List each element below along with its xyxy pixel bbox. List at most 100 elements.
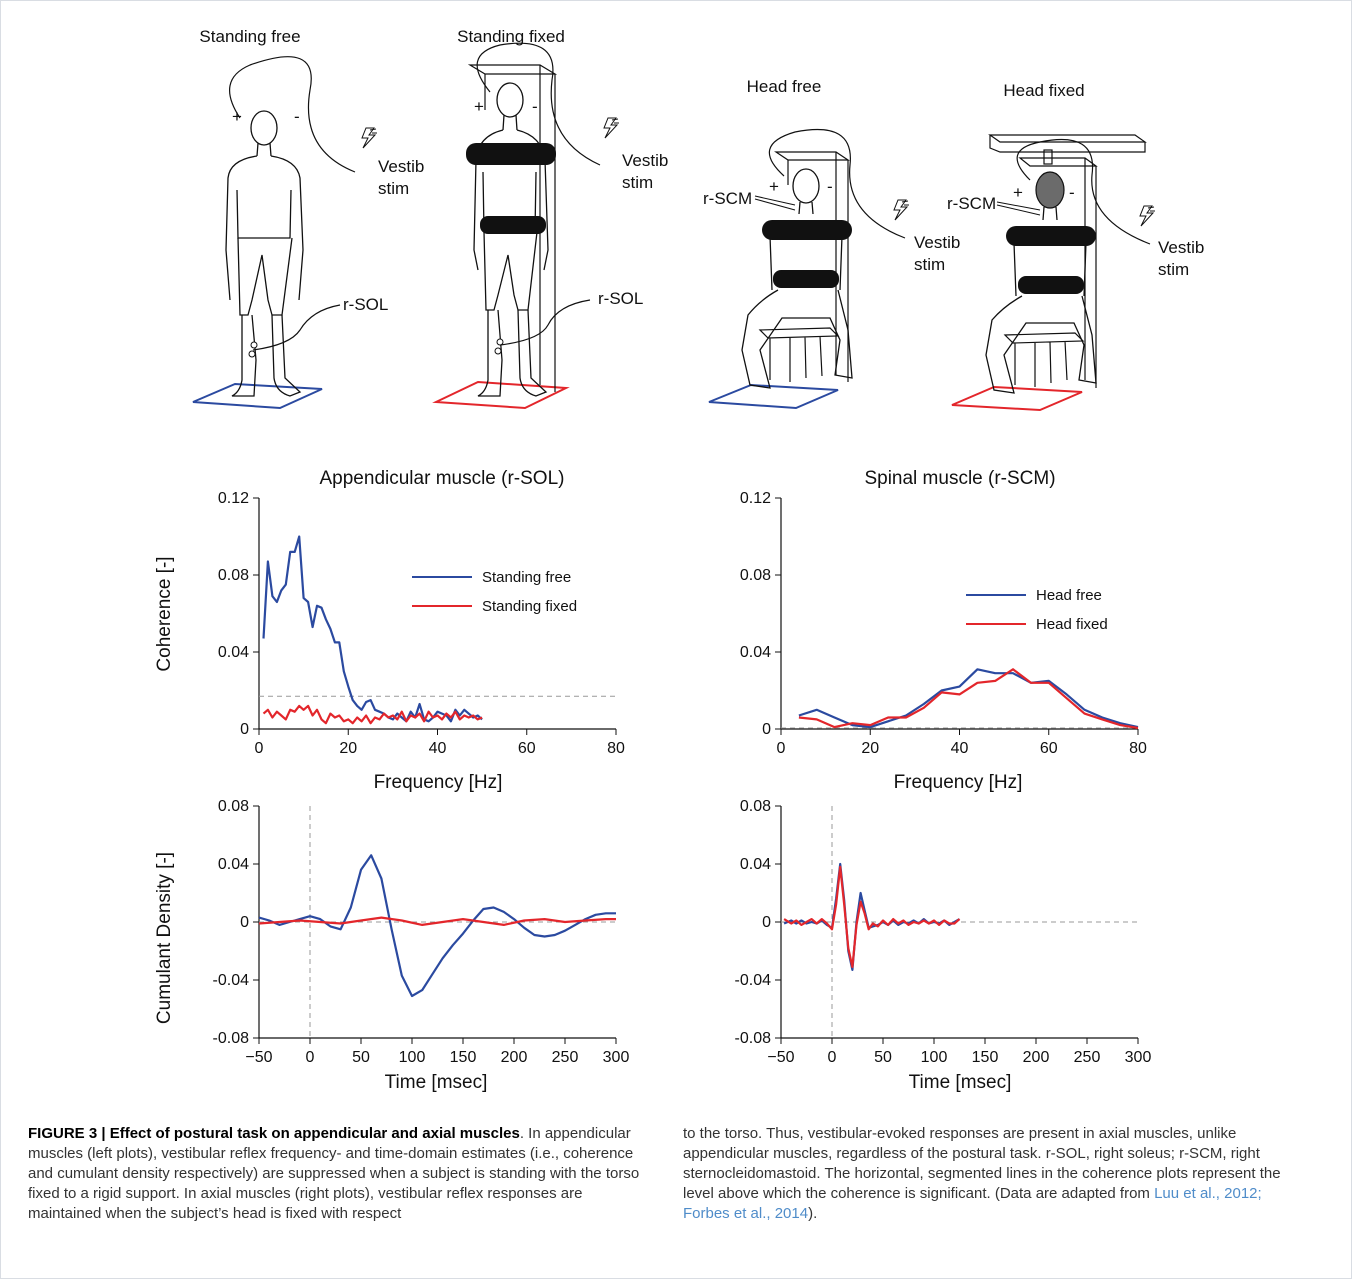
y-tick-label: -0.04 <box>213 972 250 989</box>
vestib-label: Vestib <box>378 157 424 176</box>
y-tick-label: -0.04 <box>735 972 772 989</box>
y-tick-label: 0.04 <box>740 856 771 873</box>
y-tick-label: 0.12 <box>218 490 249 507</box>
panel-standing-free: Standing free + - Vestib stim r-SOL <box>192 27 424 410</box>
caption-right-text: to the torso. Thus, vestibular-evoked re… <box>683 1125 1281 1202</box>
series-line-blue <box>783 862 961 972</box>
plus-sign: + <box>769 177 779 196</box>
x-tick-label: 200 <box>1023 1049 1050 1066</box>
axes: 0 0.04 0.08 0.12 0 20 40 60 80 <box>740 490 1147 757</box>
minus-sign: - <box>294 107 300 126</box>
scm-label: r-SCM <box>703 189 752 208</box>
y-tick-label: 0.08 <box>740 567 771 584</box>
y-tick-label: 0.04 <box>218 856 249 873</box>
sol-label: r-SOL <box>598 289 643 308</box>
electrode <box>250 341 258 349</box>
head-fixed-frame <box>988 134 1147 388</box>
x-tick-label: 150 <box>450 1049 477 1066</box>
x-tick-label: 0 <box>828 1049 837 1066</box>
head-fixed-forceplate <box>951 385 1083 412</box>
head-fixed-helmet <box>1035 171 1065 209</box>
chart-title-sol: Appendicular muscle (r-SOL) <box>320 468 565 489</box>
y-tick-label: 0.08 <box>740 798 771 815</box>
head-fixed-figure <box>985 206 1097 394</box>
vestib-label: Vestib <box>622 151 668 170</box>
torso-strap-lower <box>773 270 839 288</box>
axes: -0.08 -0.04 0 0.04 0.08 −50 0 50 100 150 200 250 300 <box>213 798 630 1066</box>
y-tick-label: 0.12 <box>740 490 771 507</box>
panel-title-standing-fixed: Standing fixed <box>457 27 565 46</box>
x-tick-label: 100 <box>399 1049 426 1066</box>
x-tick-label: 50 <box>874 1049 892 1066</box>
standing-fixed-forceplate <box>432 380 570 410</box>
x-tick-label: 300 <box>603 1049 630 1066</box>
sol-label: r-SOL <box>343 295 388 314</box>
x-tick-label: −50 <box>767 1049 794 1066</box>
coherence-chart-sol: Appendicular muscle (r-SOL) Frequency [H… <box>154 468 625 793</box>
x-tick-label: 20 <box>861 740 879 757</box>
axes: -0.08 -0.04 0 0.04 0.08 −50 0 50 100 150 200 250 300 <box>735 798 1152 1066</box>
head-fixed-emg-wire <box>996 201 1041 216</box>
x-axis-label-frequency: Frequency [Hz] <box>894 772 1023 793</box>
x-tick-label: 60 <box>518 740 536 757</box>
standing-free-emg-wire <box>252 304 341 351</box>
y-tick-label: 0.08 <box>218 567 249 584</box>
plus-sign: + <box>232 107 242 126</box>
caption-left-column: FIGURE 3 | Effect of postural task on ap… <box>28 1124 648 1224</box>
stim-label: stim <box>914 255 945 274</box>
axes: 0 0.04 0.08 0.12 0 20 40 60 80 <box>218 490 625 757</box>
series-line-red <box>798 668 1139 730</box>
standing-free-wire <box>229 56 356 173</box>
head-free-emg-wire <box>754 195 796 211</box>
vestib-label: Vestib <box>914 233 960 252</box>
panel-head-free: Head free + - r-SCM Vestib stim <box>703 77 960 410</box>
x-tick-label: 150 <box>972 1049 999 1066</box>
y-axis-label-coherence: Coherence [-] <box>154 556 175 671</box>
x-tick-label: 250 <box>1074 1049 1101 1066</box>
x-tick-label: 100 <box>921 1049 948 1066</box>
legend-label-head-free: Head free <box>1036 587 1102 604</box>
series-line-red <box>258 916 616 927</box>
x-tick-label: 0 <box>306 1049 315 1066</box>
caption-right-column: to the torso. Thus, vestibular-evoked re… <box>683 1124 1303 1224</box>
reference-link-luu[interactable]: Luu et al., 2012; <box>1154 1185 1262 1202</box>
x-tick-label: 40 <box>951 740 969 757</box>
y-tick-label: 0 <box>762 914 771 931</box>
legend: Head free Head fixed <box>966 587 1108 633</box>
head-free-forceplate <box>708 383 839 410</box>
reference-link-forbes[interactable]: Forbes et al., 2014 <box>683 1205 809 1222</box>
plot-area <box>258 806 616 1038</box>
torso-strap-upper <box>466 143 556 165</box>
x-tick-label: 250 <box>552 1049 579 1066</box>
legend: Standing free Standing fixed <box>412 569 577 615</box>
x-tick-label: 0 <box>777 740 786 757</box>
standing-free-figure <box>225 110 304 397</box>
series-line-blue <box>798 668 1139 729</box>
minus-sign: - <box>827 177 833 196</box>
series-line-blue <box>258 854 616 998</box>
electrode <box>496 338 504 346</box>
head-free-figure <box>741 168 853 389</box>
stim-label: stim <box>1158 260 1189 279</box>
minus-sign: - <box>1069 183 1075 202</box>
postural-task-illustration: Standing free + - Vestib stim r-SOL St <box>192 27 1204 412</box>
y-tick-label: 0.04 <box>740 644 771 661</box>
y-tick-label: 0.08 <box>218 798 249 815</box>
torso-strap-lower <box>1018 276 1084 294</box>
x-tick-label: −50 <box>245 1049 272 1066</box>
plus-sign: + <box>1013 183 1023 202</box>
stim-label: stim <box>378 179 409 198</box>
x-tick-label: 80 <box>1129 740 1147 757</box>
x-tick-label: 50 <box>352 1049 370 1066</box>
cumulant-chart-scm: Time [msec] -0.08 -0.04 0 0.04 0.08 −50 0 50 100… <box>735 798 1152 1093</box>
legend-label-standing-fixed: Standing fixed <box>482 598 577 615</box>
electrode <box>248 350 256 358</box>
standing-fixed-wire <box>476 42 601 166</box>
y-tick-label: -0.08 <box>735 1030 772 1047</box>
caption-right-end: ). <box>808 1205 818 1222</box>
minus-sign: - <box>532 97 538 116</box>
plus-sign: + <box>474 97 484 116</box>
torso-strap-upper <box>762 220 852 240</box>
x-tick-label: 0 <box>255 740 264 757</box>
